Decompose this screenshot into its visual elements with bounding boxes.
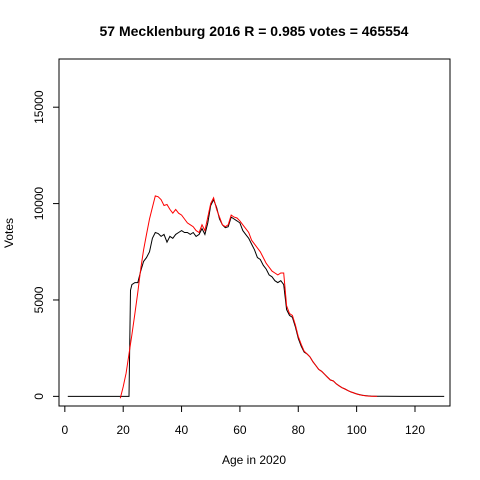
x-tick-label: 40 — [175, 423, 189, 437]
series-line-2 — [119, 195, 378, 399]
y-tick-label: 10000 — [32, 187, 46, 221]
x-tick-label: 100 — [347, 423, 367, 437]
x-tick-label: 80 — [292, 423, 306, 437]
x-tick-label: 120 — [405, 423, 425, 437]
y-tick-label: 15000 — [32, 90, 46, 124]
x-tick-label: 20 — [117, 423, 131, 437]
plot-frame — [58, 58, 451, 407]
y-axis: 0 5000 10000 15000 — [32, 90, 60, 400]
x-axis: 0 20 40 60 80 100 120 — [61, 405, 425, 437]
x-tick-label: 0 — [61, 423, 68, 437]
y-tick-label: 0 — [32, 393, 46, 400]
series-line-1 — [67, 198, 445, 397]
y-axis-label: Votes — [2, 218, 16, 248]
chart-title: 57 Mecklenburg 2016 R = 0.985 votes = 46… — [100, 23, 409, 39]
x-axis-label: Age in 2020 — [222, 453, 286, 467]
x-tick-label: 60 — [233, 423, 247, 437]
y-tick-label: 5000 — [32, 286, 46, 313]
series-group — [67, 195, 445, 399]
